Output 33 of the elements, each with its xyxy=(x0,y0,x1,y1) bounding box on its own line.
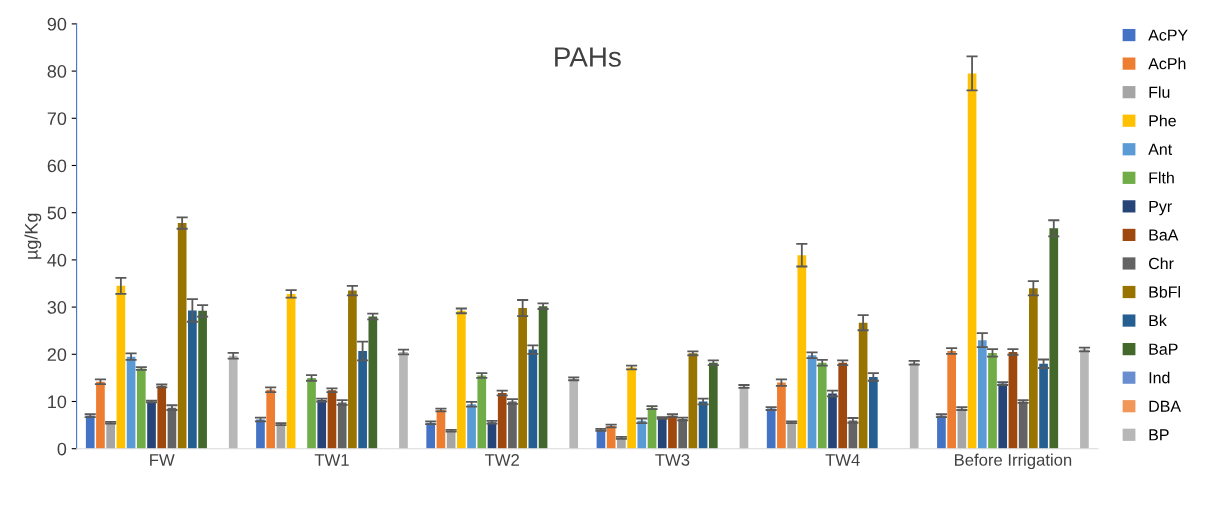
legend-label: BaP xyxy=(1149,343,1178,355)
y-tick-label: 30 xyxy=(47,301,67,314)
text: PAHs xyxy=(555,47,621,67)
legend-label: Pyr xyxy=(1149,200,1172,216)
y-tick-label: 90 xyxy=(47,17,67,31)
y-tick-label: 0 xyxy=(57,442,67,456)
legend-label: Chr xyxy=(1149,257,1174,270)
y-tick-label: 50 xyxy=(47,206,67,220)
y-tick-label: 40 xyxy=(47,253,67,267)
legend-label: BaA xyxy=(1149,229,1179,241)
legend-label: Bk xyxy=(1149,314,1167,327)
legend-label: BP xyxy=(1149,429,1169,441)
x-tick-label: TW1 xyxy=(314,454,349,466)
legend-label: DBA xyxy=(1149,400,1181,412)
y-tick-label: 20 xyxy=(47,348,67,362)
y-tick-label: 10 xyxy=(48,395,67,409)
x-tick-label: FW xyxy=(150,454,175,466)
y-axis-title: µg/Kg xyxy=(24,213,42,259)
legend-label: Phe xyxy=(1149,114,1176,127)
y-tick-label: 80 xyxy=(47,65,67,78)
y-tick-label: 70 xyxy=(47,112,67,126)
legend-label: Ind xyxy=(1149,371,1170,384)
x-tick-label: TW2 xyxy=(484,454,519,466)
x-tick-label: TW4 xyxy=(825,454,860,466)
legend-label: Flth xyxy=(1149,171,1174,184)
legend-label: AcPY xyxy=(1148,29,1188,41)
legend-label: AcPh xyxy=(1148,57,1186,70)
y-tick-label: 60 xyxy=(47,159,67,173)
x-tick-label: Before Irrigation xyxy=(955,453,1072,470)
legend-label: Ant xyxy=(1148,143,1173,155)
legend-label: Flu xyxy=(1149,86,1170,98)
legend-label: BbFl xyxy=(1149,285,1180,298)
x-tick-label: TW3 xyxy=(655,454,690,466)
